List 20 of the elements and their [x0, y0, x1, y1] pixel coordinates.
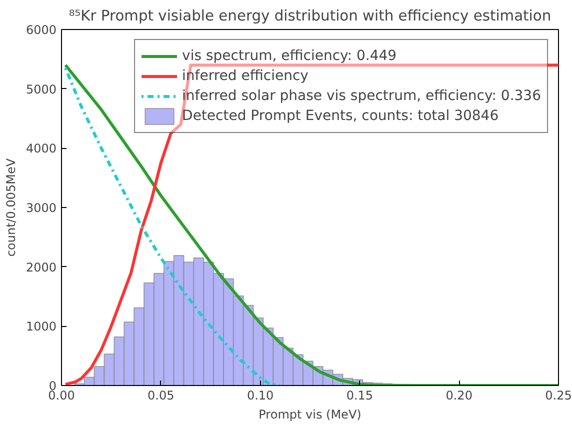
y-axis-title: count/0.005MeV [4, 158, 18, 257]
x-tick-label: 0.05 [148, 388, 174, 402]
legend-label: Detected Prompt Events, counts: total 30846 [182, 108, 499, 124]
x-tick-label: 0.25 [545, 388, 572, 402]
x-tick-label: 0.10 [246, 388, 274, 402]
x-tick-label: 0.20 [446, 388, 472, 402]
x-tick-label: 0.15 [346, 388, 374, 402]
x-axis-title: Prompt vis (MeV) [258, 408, 362, 422]
y-tick-label: 4000 [26, 142, 57, 156]
y-tick-label: 6000 [26, 23, 57, 37]
legend-label: vis spectrum, efficiency: 0.449 [182, 48, 397, 64]
legend-label: inferred solar phase vis spectrum, efficiency: 0.336 [182, 88, 541, 104]
y-tick-label: 2000 [26, 260, 57, 274]
x-tick-label: 0.00 [48, 388, 75, 402]
y-tick-label: 1000 [26, 320, 57, 334]
chart-title: ⁸⁵Kr Prompt visiable energy distribution with efficiency estimation [68, 8, 552, 24]
y-tick-label: 3000 [26, 201, 57, 215]
line-series [64, 64, 558, 386]
y-tick-label: 5000 [26, 82, 57, 96]
legend-label: inferred efficiency [182, 68, 308, 84]
